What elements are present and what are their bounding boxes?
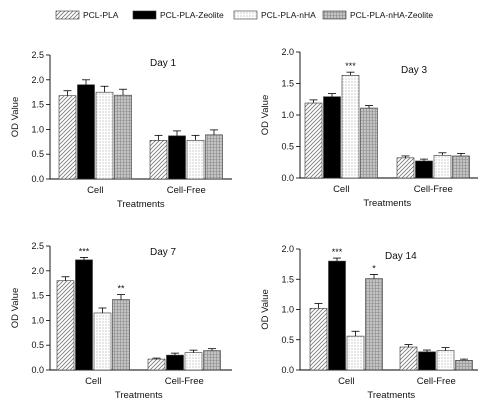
x-axis-label: Treatments: [363, 198, 411, 209]
y-tick-label: 1.5: [31, 291, 44, 301]
bar: [360, 107, 378, 179]
significance-mark: *: [372, 263, 376, 273]
x-axis-label: Treatments: [367, 390, 415, 401]
y-tick-label: 0.5: [281, 335, 294, 345]
y-tick-label: 1.0: [31, 124, 44, 134]
category-label: Cell-Free: [165, 376, 204, 387]
significance-mark: ***: [332, 247, 343, 257]
y-axis-label: OD Value: [260, 289, 271, 329]
bar: [328, 260, 346, 371]
bar: [418, 351, 436, 371]
y-tick-label: 0.0: [31, 365, 44, 375]
bar: [205, 134, 223, 180]
bar: [95, 91, 114, 180]
legend-swatch: [322, 10, 347, 20]
bar: [77, 84, 95, 180]
bar: [323, 96, 341, 179]
y-tick-label: 2.0: [31, 75, 44, 85]
category-label: Cell: [87, 185, 103, 196]
category-label: Cell: [338, 376, 354, 387]
y-tick-label: 0.5: [31, 149, 44, 159]
legend-swatch: [233, 10, 258, 20]
y-tick-label: 2.0: [31, 266, 44, 276]
significance-mark: **: [117, 284, 125, 294]
bar: [93, 312, 112, 371]
bar: [455, 360, 473, 371]
y-tick-label: 0.0: [31, 174, 44, 184]
y-tick-label: 0.0: [281, 173, 294, 183]
bar: [309, 307, 328, 371]
bar: [415, 160, 433, 179]
bar: [56, 280, 75, 371]
bar: [452, 155, 470, 179]
legend-item: PCL-PLA-nHA-Zeolite: [322, 10, 433, 20]
legend-label: PCL-PLA: [83, 10, 119, 20]
bar: [365, 278, 383, 371]
bar: [436, 350, 455, 371]
bar: [341, 75, 360, 179]
bar: [168, 135, 186, 180]
category-label: Cell-Free: [414, 184, 453, 195]
x-axis-label: Treatments: [117, 199, 165, 210]
bar: [147, 358, 166, 371]
y-tick-label: 1.5: [31, 100, 44, 110]
legend: PCL-PLA PCL-PLA-Zeolite PCL-PLA-nHA PCL-PLA…: [55, 10, 433, 20]
legend-item: PCL-PLA-nHA: [233, 10, 316, 20]
y-tick-label: 0.5: [31, 340, 44, 350]
bar: [166, 354, 184, 371]
panel-title: Day 7: [150, 247, 177, 258]
y-tick-label: 1.5: [281, 79, 294, 89]
legend-label: PCL-PLA-nHA: [261, 10, 316, 20]
y-axis-label: OD Value: [260, 95, 271, 135]
category-label: Cell-Free: [167, 185, 206, 196]
y-tick-label: 1.0: [31, 315, 44, 325]
legend-label: PCL-PLA-nHA-Zeolite: [350, 10, 433, 20]
category-label: Cell-Free: [417, 376, 456, 387]
panel-title: Day 14: [385, 251, 417, 262]
legend-item: PCL-PLA-Zeolite: [132, 10, 224, 20]
significance-mark: ***: [345, 61, 356, 71]
y-tick-label: 0.5: [281, 142, 294, 152]
y-axis-label: OD Value: [10, 97, 21, 137]
y-tick-label: 2.0: [281, 47, 294, 57]
bar: [58, 95, 77, 180]
legend-swatch: [55, 10, 80, 20]
bar: [184, 352, 203, 371]
bar: [112, 299, 130, 371]
bar: [346, 335, 365, 371]
legend-label: PCL-PLA-Zeolite: [160, 10, 224, 20]
panel-title: Day 1: [150, 58, 177, 69]
y-tick-label: 0.0: [281, 365, 294, 375]
panel-title: Day 3: [401, 65, 428, 76]
bar: [203, 350, 221, 371]
y-tick-label: 2.5: [31, 50, 44, 60]
bar: [75, 259, 93, 371]
panel-day-3: 0.0 0.5 1.0 1.5 2.0 Day 3 OD Value *** Cell Cell-…: [260, 47, 478, 209]
bar: [396, 157, 415, 179]
bar: [399, 346, 418, 371]
y-axis-label: OD Value: [10, 288, 21, 328]
bar: [433, 155, 452, 179]
y-tick-label: 2.0: [281, 244, 294, 254]
y-tick-label: 1.0: [281, 110, 294, 120]
category-label: Cell: [85, 376, 101, 387]
bar: [114, 94, 132, 180]
y-tick-label: 1.0: [281, 305, 294, 315]
bar: [149, 140, 168, 180]
x-axis-label: Treatments: [115, 390, 163, 401]
significance-mark: ***: [79, 246, 90, 256]
bar: [304, 102, 323, 179]
legend-item: PCL-PLA: [55, 10, 119, 20]
panel-day-1: 0.0 0.5 1.0 1.5 2.0 2.5 Day 1 OD Value Cell Cell-…: [10, 50, 232, 210]
legend-swatch: [132, 10, 157, 20]
bar: [186, 140, 205, 180]
category-label: Cell: [333, 184, 349, 195]
y-tick-label: 1.5: [281, 274, 294, 284]
y-tick-label: 2.5: [31, 241, 44, 251]
